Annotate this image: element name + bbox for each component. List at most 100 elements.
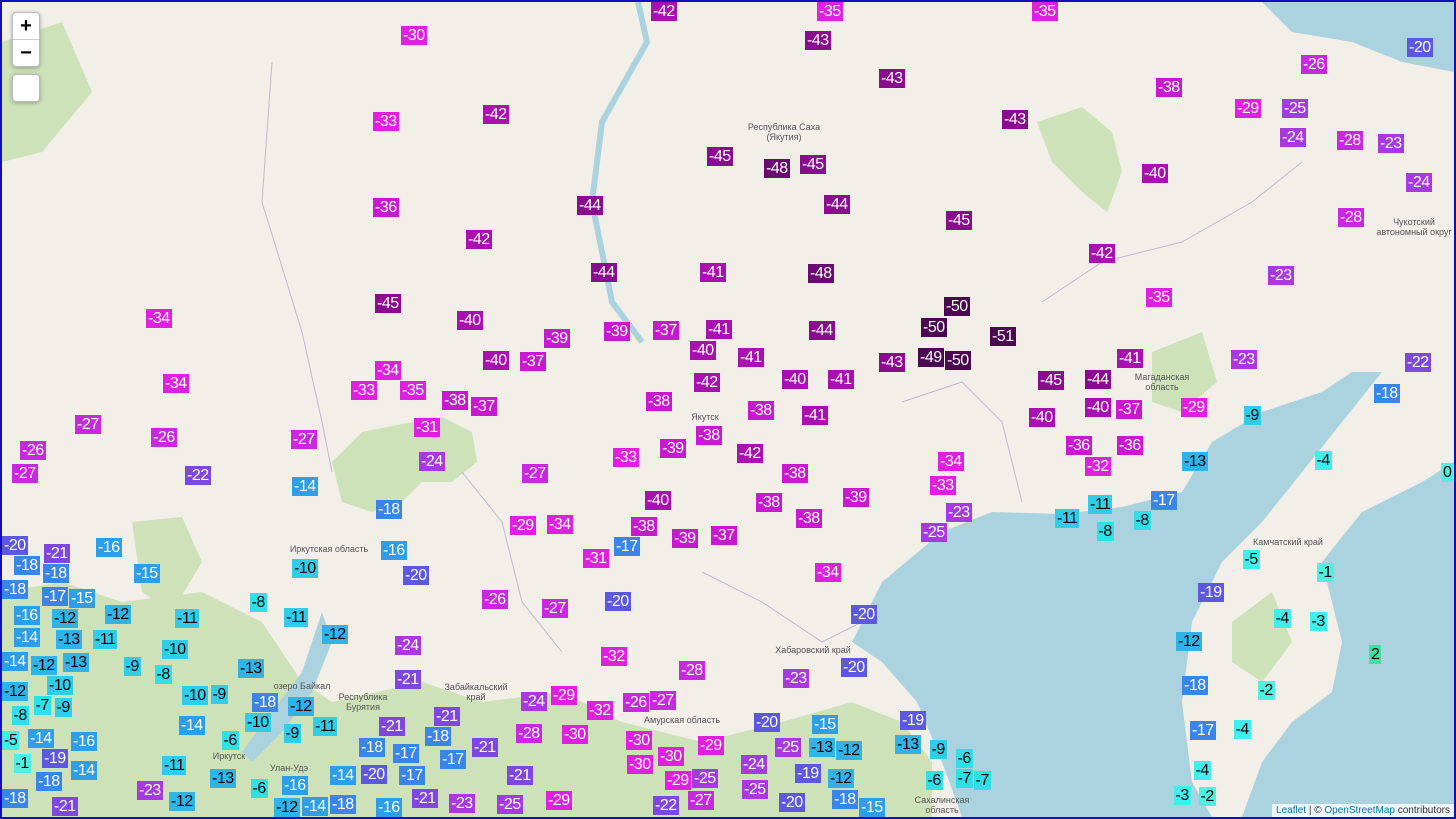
temperature-label[interactable]: -11 <box>162 755 187 775</box>
temperature-label[interactable]: -27 <box>688 790 714 810</box>
temperature-label[interactable]: -38 <box>442 390 468 410</box>
temperature-label[interactable]: -20 <box>2 535 28 555</box>
temperature-label[interactable]: -32 <box>601 646 627 666</box>
temperature-label[interactable]: -26 <box>482 589 508 609</box>
temperature-label[interactable]: -21 <box>434 706 460 726</box>
temperature-label[interactable]: -37 <box>1116 399 1142 419</box>
temperature-label[interactable]: -38 <box>756 492 782 512</box>
temperature-label[interactable]: -32 <box>1085 456 1111 476</box>
temperature-label[interactable]: -27 <box>650 690 676 710</box>
osm-link[interactable]: OpenStreetMap <box>1324 805 1395 816</box>
temperature-label[interactable]: -5 <box>1242 549 1260 569</box>
temperature-label[interactable]: -17 <box>42 586 68 606</box>
temperature-label[interactable]: -29 <box>1235 98 1261 118</box>
temperature-label[interactable]: -6 <box>221 730 239 750</box>
temperature-label[interactable]: -18 <box>1182 675 1208 695</box>
temperature-label[interactable]: 0 <box>1441 462 1454 482</box>
temperature-label[interactable]: -13 <box>238 658 264 678</box>
temperature-label[interactable]: -44 <box>809 320 835 340</box>
temperature-label[interactable]: -23 <box>783 668 809 688</box>
temperature-label[interactable]: -39 <box>544 328 570 348</box>
temperature-label[interactable]: -13 <box>809 737 835 757</box>
temperature-label[interactable]: -8 <box>11 705 29 725</box>
temperature-label[interactable]: -41 <box>802 405 828 425</box>
layers-button[interactable] <box>12 74 40 102</box>
zoom-in-button[interactable]: + <box>13 13 39 40</box>
temperature-label[interactable]: -42 <box>651 2 677 21</box>
temperature-label[interactable]: -18 <box>425 726 451 746</box>
temperature-label[interactable]: -28 <box>1337 130 1363 150</box>
temperature-label[interactable]: -18 <box>1374 383 1400 403</box>
temperature-label[interactable]: -41 <box>706 319 732 339</box>
temperature-label[interactable]: -5 <box>2 730 20 750</box>
temperature-label[interactable]: -4 <box>1233 719 1251 739</box>
temperature-label[interactable]: -9 <box>210 684 228 704</box>
temperature-label[interactable]: -23 <box>1378 133 1404 153</box>
temperature-label[interactable]: -41 <box>700 262 726 282</box>
temperature-label[interactable]: -42 <box>483 104 509 124</box>
temperature-label[interactable]: -18 <box>43 563 69 583</box>
temperature-label[interactable]: -21 <box>379 716 405 736</box>
temperature-label[interactable]: -30 <box>626 730 652 750</box>
temperature-label[interactable]: -24 <box>1406 172 1432 192</box>
temperature-label[interactable]: -26 <box>151 427 177 447</box>
temperature-label[interactable]: -21 <box>395 669 421 689</box>
temperature-label[interactable]: -9 <box>1243 405 1261 425</box>
temperature-label[interactable]: -16 <box>282 775 308 795</box>
temperature-label[interactable]: -45 <box>375 293 401 313</box>
temperature-label[interactable]: -7 <box>33 695 51 715</box>
temperature-label[interactable]: -11 <box>313 716 338 736</box>
temperature-label[interactable]: -36 <box>1117 435 1143 455</box>
temperature-label[interactable]: -18 <box>376 499 402 519</box>
temperature-label[interactable]: -8 <box>154 664 172 684</box>
temperature-label[interactable]: -48 <box>764 158 790 178</box>
temperature-label[interactable]: -18 <box>2 788 28 808</box>
temperature-label[interactable]: -36 <box>373 197 399 217</box>
temperature-label[interactable]: -39 <box>843 487 869 507</box>
temperature-label[interactable]: -13 <box>1182 451 1208 471</box>
temperature-label[interactable]: -27 <box>75 414 101 434</box>
temperature-label[interactable]: -15 <box>134 563 160 583</box>
temperature-label[interactable]: -43 <box>879 352 905 372</box>
temperature-label[interactable]: -24 <box>741 754 767 774</box>
temperature-label[interactable]: -12 <box>288 696 314 716</box>
temperature-label[interactable]: -42 <box>737 443 763 463</box>
temperature-label[interactable]: -11 <box>175 608 200 628</box>
temperature-label[interactable]: -20 <box>605 591 631 611</box>
temperature-label[interactable]: -20 <box>403 565 429 585</box>
temperature-label[interactable]: -14 <box>14 627 40 647</box>
temperature-label[interactable]: -40 <box>690 340 716 360</box>
temperature-label[interactable]: -11 <box>1055 508 1080 528</box>
temperature-label[interactable]: -43 <box>805 30 831 50</box>
zoom-out-button[interactable]: − <box>20 42 32 64</box>
temperature-label[interactable]: -14 <box>302 796 328 816</box>
temperature-label[interactable]: -17 <box>1151 490 1177 510</box>
temperature-label[interactable]: -9 <box>929 739 947 759</box>
temperature-label[interactable]: -25 <box>497 794 523 814</box>
temperature-label[interactable]: -19 <box>1198 582 1224 602</box>
temperature-label[interactable]: -38 <box>796 508 822 528</box>
temperature-label[interactable]: -35 <box>1146 287 1172 307</box>
temperature-label[interactable]: -37 <box>653 320 679 340</box>
temperature-label[interactable]: -38 <box>631 516 657 536</box>
temperature-label[interactable]: -10 <box>47 675 73 695</box>
temperature-label[interactable]: -12 <box>31 655 57 675</box>
temperature-label[interactable]: -17 <box>399 765 425 785</box>
temperature-label[interactable]: -21 <box>44 543 70 563</box>
temperature-label[interactable]: -38 <box>1156 77 1182 97</box>
temperature-label[interactable]: -29 <box>546 790 572 810</box>
temperature-label[interactable]: -16 <box>376 797 402 817</box>
temperature-label[interactable]: -44 <box>591 262 617 282</box>
temperature-label[interactable]: -21 <box>52 796 78 816</box>
temperature-label[interactable]: -44 <box>1085 369 1111 389</box>
temperature-label[interactable]: -21 <box>412 788 438 808</box>
temperature-label[interactable]: -43 <box>1002 109 1028 129</box>
temperature-label[interactable]: -12 <box>52 608 78 628</box>
temperature-label[interactable]: -9 <box>123 656 141 676</box>
temperature-label[interactable]: -18 <box>2 579 28 599</box>
leaflet-link[interactable]: Leaflet <box>1276 805 1307 816</box>
temperature-label[interactable]: -7 <box>955 768 973 788</box>
temperature-label[interactable]: -12 <box>836 740 862 760</box>
temperature-label[interactable]: -6 <box>955 748 973 768</box>
temperature-label[interactable]: -29 <box>1181 397 1207 417</box>
